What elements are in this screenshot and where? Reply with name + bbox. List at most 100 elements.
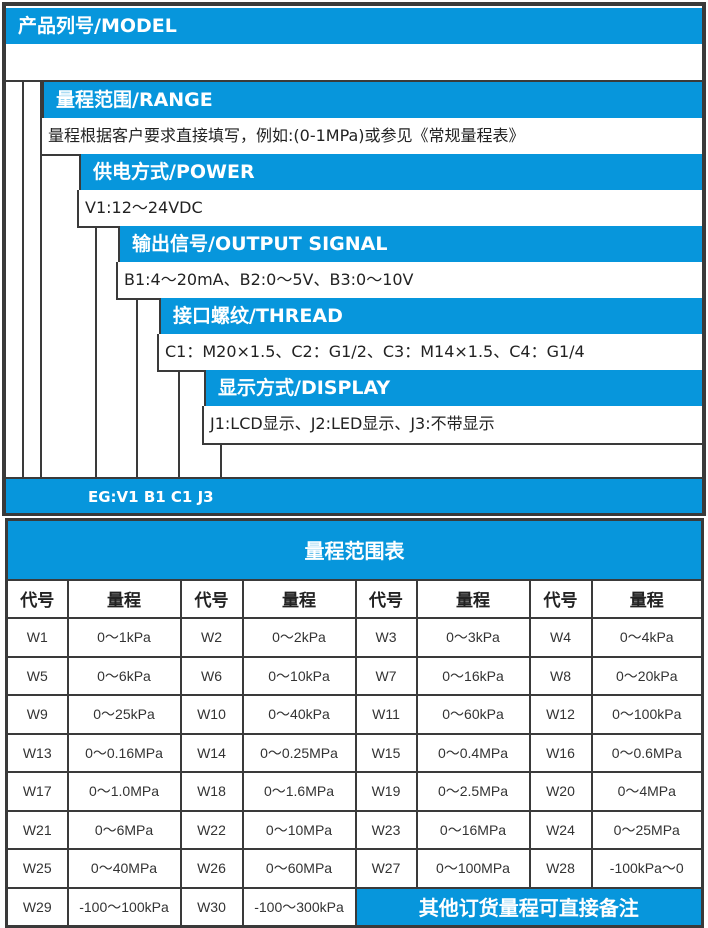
range-cell: 0～100kPa	[590, 694, 704, 735]
code-cell: W6	[179, 655, 244, 696]
range-cell: 0～0.4MPa	[415, 732, 531, 773]
model-header: 产品列号/MODEL	[6, 8, 702, 44]
code-cell: W25	[5, 848, 69, 889]
range-cell: 0～40MPa	[66, 848, 182, 889]
range-cell: 0～1.6MPa	[241, 771, 357, 812]
table-row: W9 0～25kPa W10 0～40kPa W11 0～60kPa W12 0～100kPa	[5, 694, 704, 735]
power-header: 供电方式/POWER	[79, 154, 702, 190]
range-cell: 0～6kPa	[66, 655, 182, 696]
range-table: 量程范围表 代号 量程 代号 量程 代号 量程 代号 量程 W1 0～1kPa W2 0～2kPa W3…	[5, 518, 704, 928]
code-cell: W29	[5, 886, 69, 927]
code-cell: W13	[5, 732, 69, 773]
code-cell: W17	[5, 771, 69, 812]
code-cell: W8	[528, 655, 593, 696]
range-cell: 0～1.0MPa	[66, 771, 182, 812]
range-cell: 0～60kPa	[415, 694, 531, 735]
code-cell: W26	[179, 848, 244, 889]
output-signal-header: 输出信号/OUTPUT SIGNAL	[118, 226, 702, 262]
table-row: W1 0～1kPa W2 0～2kPa W3 0～3kPa W4 0～4kPa	[5, 617, 704, 658]
connector-line	[22, 82, 24, 477]
header-range: 量程	[415, 578, 531, 619]
range-cell: 0～0.6MPa	[590, 732, 704, 773]
code-cell: W15	[354, 732, 418, 773]
range-cell: 0～6MPa	[66, 809, 182, 850]
table-row: W17 0～1.0MPa W18 0～1.6MPa W19 0～2.5MPa W20 0～4M…	[5, 771, 704, 812]
range-cell: 0～0.16MPa	[66, 732, 182, 773]
header-range: 量程	[241, 578, 357, 619]
model-selection-panel: 产品列号/MODEL 量程范围/RANGE 量程根据客户要求直接填写，例如:(0…	[2, 2, 706, 516]
range-cell: 0～20kPa	[590, 655, 704, 696]
range-cell: -100kPa～0	[590, 848, 704, 889]
power-text: V1:12～24VDC	[77, 190, 702, 228]
code-cell: W24	[528, 809, 593, 850]
header-code: 代号	[5, 578, 69, 619]
table-row: W25 0～40MPa W26 0～60MPa W27 0～100MPa W28 -100kP…	[5, 848, 704, 889]
range-cell: 0～25kPa	[66, 694, 182, 735]
table-row: W13 0～0.16MPa W14 0～0.25MPa W15 0～0.4MPa W16 0～…	[5, 732, 704, 773]
table-header-row: 代号 量程 代号 量程 代号 量程 代号 量程	[5, 578, 704, 619]
code-cell: W10	[179, 694, 244, 735]
range-cell: 0～1kPa	[66, 617, 182, 658]
range-cell: 0～0.25MPa	[241, 732, 357, 773]
code-cell: W20	[528, 771, 593, 812]
range-cell: 0～60MPa	[241, 848, 357, 889]
code-cell: W5	[5, 655, 69, 696]
range-cell: 0～2.5MPa	[415, 771, 531, 812]
connector-line	[178, 370, 180, 477]
range-cell: -100～300kPa	[241, 886, 357, 927]
example-code: EG:V1 B1 C1 J3	[6, 477, 702, 513]
code-cell: W23	[354, 809, 418, 850]
code-cell: W4	[528, 617, 593, 658]
range-cell: 0～16kPa	[415, 655, 531, 696]
range-cell: 0～4MPa	[590, 771, 704, 812]
range-cell: 0～10kPa	[241, 655, 357, 696]
range-cell: 0～100MPa	[415, 848, 531, 889]
table-row: W29 -100～100kPa W30 -100～300kPa 其他订货量程可直接备注	[5, 886, 704, 927]
code-cell: W2	[179, 617, 244, 658]
code-cell: W21	[5, 809, 69, 850]
display-header: 显示方式/DISPLAY	[204, 370, 702, 406]
header-range: 量程	[66, 578, 182, 619]
range-cell: -100～100kPa	[66, 886, 182, 927]
header-code: 代号	[354, 578, 418, 619]
code-cell: W18	[179, 771, 244, 812]
range-cell: 0～10MPa	[241, 809, 357, 850]
code-cell: W12	[528, 694, 593, 735]
code-cell: W7	[354, 655, 418, 696]
range-header: 量程范围/RANGE	[42, 82, 702, 118]
custom-range-note: 其他订货量程可直接备注	[354, 886, 704, 927]
range-cell: 0～4kPa	[590, 617, 704, 658]
thread-header: 接口螺纹/THREAD	[159, 298, 702, 334]
connector-line	[95, 226, 97, 477]
header-code: 代号	[179, 578, 244, 619]
code-cell: W1	[5, 617, 69, 658]
code-cell: W30	[179, 886, 244, 927]
code-cell: W28	[528, 848, 593, 889]
range-cell: 0～16MPa	[415, 809, 531, 850]
output-signal-text: B1:4～20mA、B2:0～5V、B3:0～10V	[116, 262, 702, 300]
table-row: W5 0～6kPa W6 0～10kPa W7 0～16kPa W8 0～20kPa	[5, 655, 704, 696]
header-code: 代号	[528, 578, 593, 619]
range-cell: 0～40kPa	[241, 694, 357, 735]
model-value	[6, 44, 702, 82]
range-cell: 0～3kPa	[415, 617, 531, 658]
range-text: 量程根据客户要求直接填写，例如:(0-1MPa)或参见《常规量程表》	[40, 118, 702, 156]
code-cell: W9	[5, 694, 69, 735]
connector-line	[220, 443, 222, 477]
header-range: 量程	[590, 578, 704, 619]
code-cell: W3	[354, 617, 418, 658]
table-row: W21 0～6MPa W22 0～10MPa W23 0～16MPa W24 0～25MPa	[5, 809, 704, 850]
connector-line	[136, 298, 138, 477]
code-cell: W27	[354, 848, 418, 889]
code-cell: W11	[354, 694, 418, 735]
code-cell: W14	[179, 732, 244, 773]
code-cell: W16	[528, 732, 593, 773]
code-cell: W22	[179, 809, 244, 850]
code-cell: W19	[354, 771, 418, 812]
range-table-title: 量程范围表	[5, 518, 704, 581]
range-cell: 0～25MPa	[590, 809, 704, 850]
thread-text: C1：M20×1.5、C2：G1/2、C3：M14×1.5、C4：G1/4	[157, 334, 702, 372]
range-cell: 0～2kPa	[241, 617, 357, 658]
display-text: J1:LCD显示、J2:LED显示、J3:不带显示	[202, 406, 702, 445]
connector-line	[40, 82, 42, 477]
